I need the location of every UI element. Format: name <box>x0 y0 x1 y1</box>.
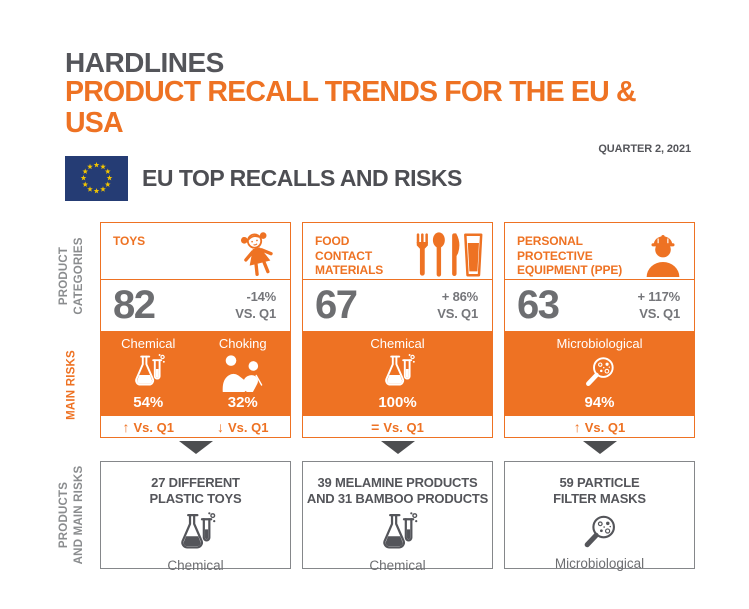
category-title: PERSONAL PROTECTIVE EQUIPMENT (PPE) <box>517 234 623 278</box>
main-risks-block: Chemical 54% Choking 32% <box>101 331 290 416</box>
main-risks-block: Chemical 100% <box>303 331 492 416</box>
products-title: 27 DIFFERENT PLASTIC TOYS <box>149 475 242 507</box>
choking-icon <box>219 354 267 392</box>
row-labels-top: PRODUCT CATEGORIES MAIN RISKS <box>54 222 89 438</box>
risk-choking: Choking 32% <box>218 336 267 411</box>
row-label-products-main-risks: PRODUCTS AND MAIN RISKS <box>57 465 85 565</box>
delta: + 117% VS. Q1 <box>637 289 680 322</box>
delta-caption: VS. Q1 <box>235 305 276 321</box>
risk-share: 94% <box>584 394 615 411</box>
trend-up: ↑ Vs. Q1 <box>573 418 626 435</box>
page-title: PRODUCT RECALL TRENDS FOR THE EU & USA <box>65 76 637 139</box>
delta-caption: VS. Q1 <box>639 305 680 321</box>
delta-value: -14% <box>246 289 276 305</box>
count-row: 67 + 86% VS. Q1 <box>303 280 492 331</box>
trend-up: ↑ Vs. Q1 <box>122 418 174 435</box>
products-card-ppe: 59 PARTICLE FILTER MASKS Microbiological <box>504 461 695 571</box>
products-card-food-contact: 39 MELAMINE PRODUCTS AND 31 BAMBOO PRODU… <box>302 461 493 573</box>
main-risks-block: Microbiological 94% <box>505 331 694 416</box>
count-row: 82 -14% VS. Q1 <box>101 280 290 331</box>
eu-section-header: EU TOP RECALLS AND RISKS <box>65 156 462 201</box>
category-card-ppe: PERSONAL PROTECTIVE EQUIPMENT (PPE) 63 +… <box>504 222 695 438</box>
microbiological-lens-icon <box>578 511 622 555</box>
equals-icon: = <box>371 418 380 435</box>
products-risk-name: Chemical <box>369 557 426 573</box>
connector-arrow-down-icon <box>582 441 617 454</box>
header: HARDLINES PRODUCT RECALL TRENDS FOR THE … <box>65 48 691 155</box>
trend-strip: ↑ Vs. Q1 <box>505 416 694 437</box>
recall-count: 67 <box>315 283 358 327</box>
chemical-flask-icon <box>127 353 169 393</box>
category-card-food-contact: FOOD CONTACT MATERIALS 67 + 86% VS. Q1 C… <box>302 222 493 438</box>
worker-helmet-icon <box>640 230 686 278</box>
trend-equal: = Vs. Q1 <box>371 418 424 435</box>
kicker-title: HARDLINES <box>65 47 224 78</box>
products-risk-name: Microbiological <box>554 555 645 571</box>
trend-strip: = Vs. Q1 <box>303 416 492 437</box>
products-card-toys: 27 DIFFERENT PLASTIC TOYS Chemical <box>100 461 291 573</box>
section-title: EU TOP RECALLS AND RISKS <box>142 165 462 191</box>
card-header: FOOD CONTACT MATERIALS <box>303 223 492 280</box>
board: PRODUCT CATEGORIES MAIN RISKS PRODUCTS A… <box>54 222 695 573</box>
risk-share: 32% <box>227 394 258 411</box>
risk-share: 54% <box>133 394 164 411</box>
category-title: FOOD CONTACT MATERIALS <box>315 234 384 278</box>
chemical-flask-icon <box>375 511 421 557</box>
arrow-down-icon: ↓ <box>217 418 225 435</box>
delta-value: + 86% <box>441 289 478 305</box>
category-title: TOYS <box>113 234 146 248</box>
delta: + 86% VS. Q1 <box>437 289 478 322</box>
row-label-main-risks: MAIN RISKS <box>65 350 78 420</box>
count-row: 63 + 117% VS. Q1 <box>505 280 694 331</box>
card-header: PERSONAL PROTECTIVE EQUIPMENT (PPE) <box>505 223 694 280</box>
card-header: TOYS <box>101 223 290 280</box>
delta-value: + 117% <box>637 289 680 305</box>
category-card-toys: TOYS 82 -14% VS. Q1 Chemical 54% Choking <box>100 222 291 438</box>
risk-share: 100% <box>378 394 417 411</box>
risk-chemical: Chemical 54% <box>121 336 176 411</box>
arrow-up-icon: ↑ <box>122 418 130 435</box>
chemical-flask-icon <box>377 353 419 393</box>
microbiological-lens-icon <box>579 353 621 393</box>
risk-chemical: Chemical 100% <box>370 336 425 411</box>
delta: -14% VS. Q1 <box>235 289 276 322</box>
connector-arrow-down-icon <box>380 441 415 454</box>
eu-flag-icon <box>65 156 128 201</box>
row-labels-bottom: PRODUCTS AND MAIN RISKS <box>54 461 89 569</box>
trend-strip: ↑ Vs. Q1 ↓ Vs. Q1 <box>101 416 290 437</box>
arrow-up-icon: ↑ <box>573 418 581 435</box>
cutlery-glass-icon <box>412 230 484 280</box>
doll-icon <box>234 230 282 280</box>
recall-count: 63 <box>517 283 560 327</box>
products-title: 39 MELAMINE PRODUCTS AND 31 BAMBOO PRODU… <box>306 475 489 507</box>
recall-count: 82 <box>113 283 156 327</box>
chemical-flask-icon <box>173 511 219 557</box>
delta-caption: VS. Q1 <box>437 305 478 321</box>
row-label-product-categories: PRODUCT CATEGORIES <box>57 237 85 315</box>
trend-down: ↓ Vs. Q1 <box>217 418 269 435</box>
products-title: 59 PARTICLE FILTER MASKS <box>553 475 646 507</box>
risk-microbiological: Microbiological 94% <box>556 336 643 411</box>
connector-arrow-down-icon <box>178 441 213 454</box>
products-risk-name: Chemical <box>167 557 224 573</box>
period-label: QUARTER 2, 2021 <box>598 142 691 155</box>
